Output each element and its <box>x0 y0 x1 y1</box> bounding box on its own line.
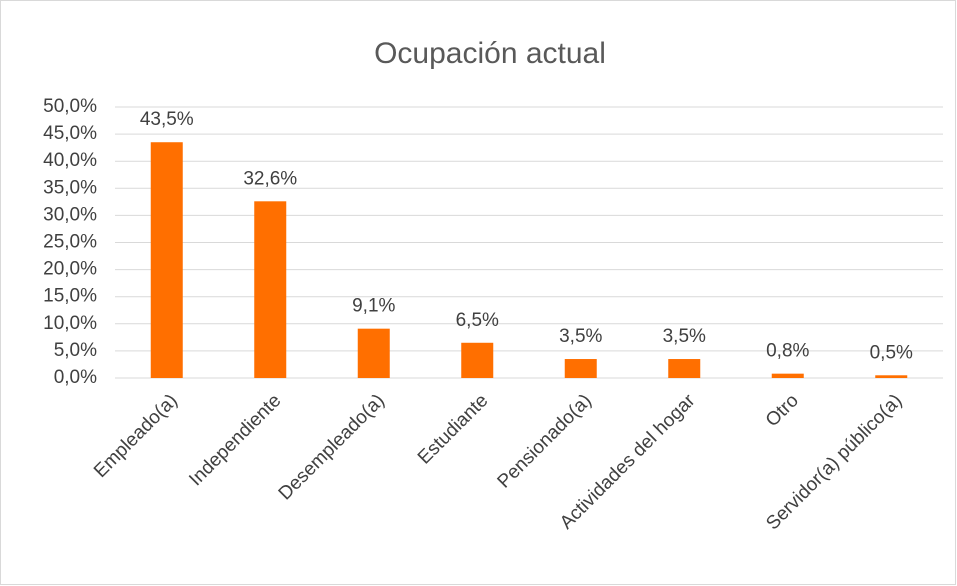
bar <box>254 201 287 378</box>
data-label: 32,6% <box>243 168 297 189</box>
bar <box>150 142 183 378</box>
bar <box>875 375 908 378</box>
y-tick-label: 30,0% <box>43 204 97 225</box>
y-tick-label: 5,0% <box>54 340 97 361</box>
bar <box>771 373 804 378</box>
bar <box>357 328 390 378</box>
bar <box>461 342 494 378</box>
data-label: 9,1% <box>352 296 395 317</box>
y-tick-label: 0,0% <box>54 367 97 388</box>
y-tick-label: 45,0% <box>43 123 97 144</box>
data-label: 0,8% <box>766 341 809 362</box>
data-label: 0,5% <box>870 342 913 363</box>
data-label: 6,5% <box>456 310 499 331</box>
y-tick-label: 20,0% <box>43 259 97 280</box>
chart-title: Ocupación actual <box>374 37 606 70</box>
y-tick-label: 40,0% <box>43 150 97 171</box>
bar <box>668 359 701 378</box>
bar <box>564 359 597 378</box>
y-tick-label: 10,0% <box>43 313 97 334</box>
y-tick-label: 25,0% <box>43 232 97 253</box>
data-label: 3,5% <box>663 326 706 347</box>
y-tick-label: 50,0% <box>43 96 97 117</box>
data-label: 3,5% <box>559 326 602 347</box>
y-tick-label: 15,0% <box>43 286 97 307</box>
y-tick-label: 35,0% <box>43 177 97 198</box>
data-label: 43,5% <box>140 109 194 130</box>
